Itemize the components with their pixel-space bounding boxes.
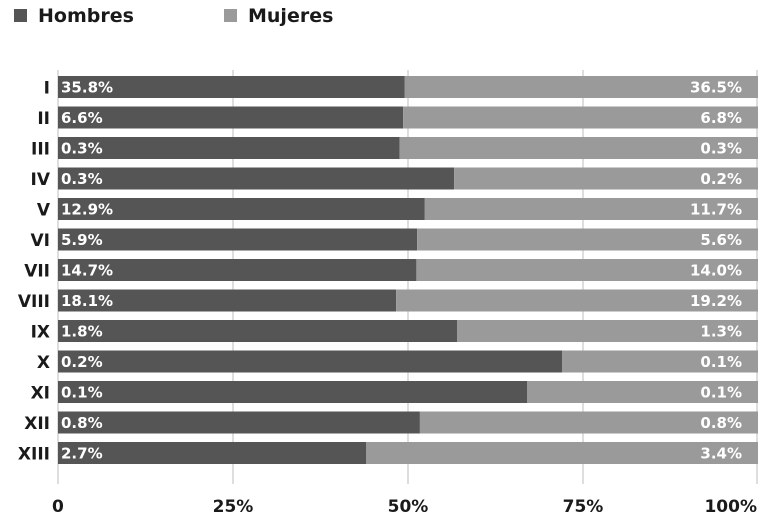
- data-label-mujeres-xii: 0.8%: [700, 414, 742, 432]
- bar-mujeres-iv: [454, 167, 758, 190]
- bar-hombres-vii: [58, 259, 417, 281]
- bar-hombres-ix: [58, 320, 457, 342]
- x-tick-label-0: 0: [52, 497, 64, 517]
- bar-mujeres-xii: [419, 411, 758, 434]
- category-label-i: I: [44, 79, 50, 99]
- bar-hombres-i: [58, 76, 405, 98]
- x-tick-label-50: 50%: [388, 497, 429, 517]
- bar-mujeres-vii: [416, 259, 758, 281]
- data-label-mujeres-iv: 0.2%: [700, 170, 742, 188]
- data-label-mujeres-xiii: 3.4%: [700, 445, 742, 463]
- data-label-hombres-iii: 0.3%: [61, 140, 103, 158]
- data-label-mujeres-v: 11.7%: [690, 201, 742, 219]
- bar-hombres-viii: [58, 289, 397, 312]
- data-label-hombres-ii: 6.6%: [61, 109, 103, 127]
- bar-hombres-vi: [58, 228, 418, 251]
- bar-hombres-ii: [58, 106, 404, 129]
- bar-mujeres-ii: [403, 106, 758, 129]
- x-tick-label-100: 100%: [704, 497, 757, 517]
- bar-mujeres-ix: [457, 320, 758, 342]
- category-label-ii: II: [37, 109, 50, 129]
- category-label-vii: VII: [24, 262, 50, 282]
- x-tick-label-75: 75%: [563, 497, 604, 517]
- data-label-mujeres-i: 36.5%: [690, 79, 742, 97]
- bar-mujeres-vi: [417, 228, 758, 251]
- bar-hombres-xiii: [58, 442, 366, 464]
- bar-mujeres-v: [424, 198, 758, 220]
- data-label-hombres-vi: 5.9%: [61, 231, 103, 249]
- data-label-hombres-vii: 14.7%: [61, 262, 113, 280]
- category-label-viii: VIII: [18, 292, 50, 312]
- category-label-ix: IX: [31, 323, 50, 343]
- bar-hombres-iii: [58, 137, 400, 159]
- bar-hombres-v: [58, 198, 425, 220]
- category-label-x: X: [37, 353, 50, 373]
- data-label-hombres-x: 0.2%: [61, 353, 103, 371]
- data-label-mujeres-iii: 0.3%: [700, 140, 742, 158]
- data-label-mujeres-ix: 1.3%: [700, 323, 742, 341]
- bar-mujeres-iii: [399, 137, 758, 159]
- category-label-xii: XII: [24, 414, 50, 434]
- data-label-hombres-xi: 0.1%: [61, 384, 103, 402]
- data-label-hombres-iv: 0.3%: [61, 170, 103, 188]
- data-label-hombres-viii: 18.1%: [61, 292, 113, 310]
- legend: Hombres Mujeres: [14, 5, 333, 27]
- legend-label-mujeres: Mujeres: [248, 5, 333, 27]
- bar-mujeres-xi: [527, 381, 758, 403]
- x-tick-label-25: 25%: [213, 497, 254, 517]
- data-label-hombres-xii: 0.8%: [61, 414, 103, 432]
- category-label-v: V: [37, 201, 51, 221]
- legend-swatch-mujeres: [224, 9, 237, 22]
- data-label-hombres-ix: 1.8%: [61, 323, 103, 341]
- data-label-hombres-i: 35.8%: [61, 79, 113, 97]
- x-axis: 0 25% 50% 75% 100%: [52, 497, 757, 517]
- bar-hombres-xi: [58, 381, 527, 403]
- category-label-iii: III: [31, 140, 50, 160]
- data-label-mujeres-vi: 5.6%: [700, 231, 742, 249]
- data-label-hombres-v: 12.9%: [61, 201, 113, 219]
- bar-mujeres-viii: [396, 289, 758, 312]
- category-label-vi: VI: [31, 231, 50, 251]
- bar-hombres-x: [58, 350, 562, 373]
- bar-hombres-xii: [58, 411, 420, 434]
- data-label-mujeres-xi: 0.1%: [700, 384, 742, 402]
- category-label-xiii: XIII: [18, 445, 50, 465]
- data-label-hombres-xiii: 2.7%: [61, 445, 103, 463]
- bar-mujeres-x: [562, 350, 758, 373]
- bar-mujeres-i: [404, 76, 758, 98]
- category-label-iv: IV: [31, 170, 51, 190]
- data-label-mujeres-x: 0.1%: [700, 353, 742, 371]
- bar-hombres-iv: [58, 167, 455, 190]
- data-label-mujeres-vii: 14.0%: [690, 262, 742, 280]
- bar-mujeres-xiii: [366, 442, 758, 464]
- data-label-mujeres-ii: 6.8%: [700, 109, 742, 127]
- category-label-xi: XI: [31, 384, 50, 404]
- bars: 35.8% 36.5% 6.6% 6.8% 0.3% 0.3% 0.3% 0.2% 12.9% 1…: [58, 76, 758, 464]
- legend-label-hombres: Hombres: [38, 5, 134, 27]
- data-label-mujeres-viii: 19.2%: [690, 292, 742, 310]
- legend-swatch-hombres: [14, 9, 27, 22]
